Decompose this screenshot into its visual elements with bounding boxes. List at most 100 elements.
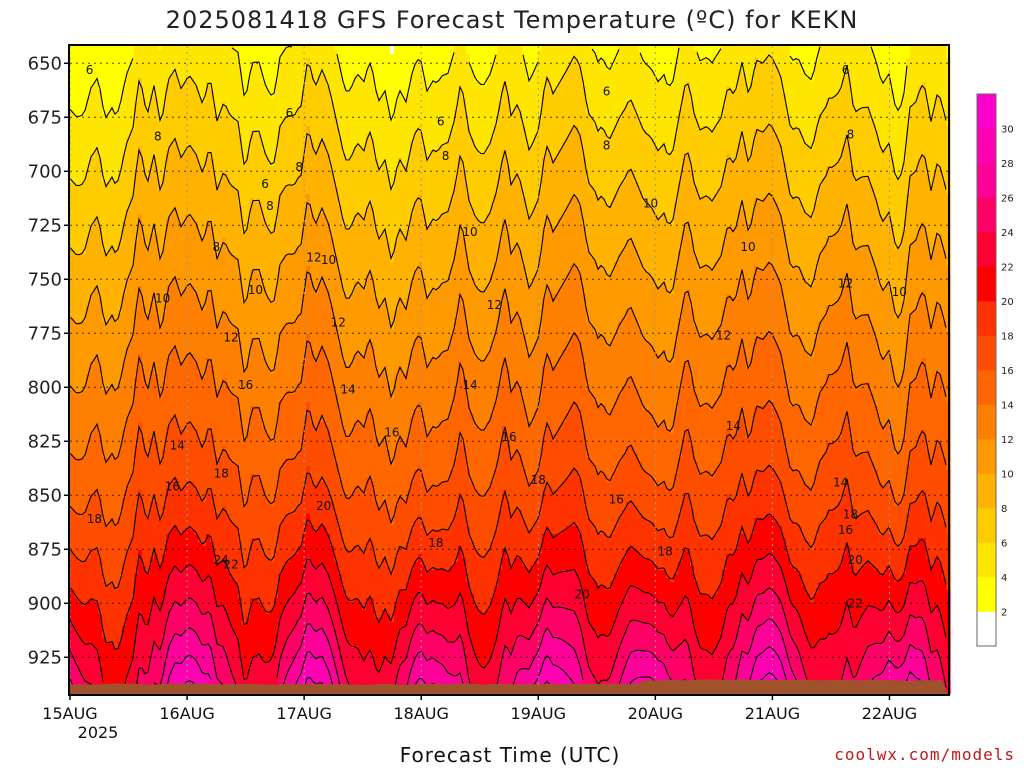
temp-band-cell [666,362,671,431]
temp-band-cell [922,154,927,223]
temp-band-cell [482,558,487,615]
contour-label: 16 [609,493,624,507]
temp-band-cell [106,526,111,587]
temp-band-cell [350,154,355,227]
temp-band-cell [594,46,599,55]
temp-band-cell [798,130,803,203]
temp-band-cell [822,454,827,523]
temp-band-cell [314,154,319,223]
temp-band-cell [714,534,719,595]
temp-band-cell [214,254,219,323]
temp-band-cell [174,478,179,527]
temp-band-cell [394,506,399,559]
temp-band-cell [462,558,467,607]
temp-band-cell [510,566,515,611]
temp-band-cell [782,370,787,439]
temp-band-cell [110,582,115,643]
temp-band-cell [698,594,703,647]
temp-band-cell [770,58,775,127]
temp-band-cell [318,214,323,283]
temp-band-cell [498,382,503,451]
temp-band-cell [418,514,423,555]
temp-band-cell [150,558,155,607]
temp-band-cell [650,478,655,523]
temp-band-cell [754,266,759,339]
temp-band-cell [126,486,131,551]
temp-band-cell [290,514,295,559]
temp-band-cell [146,574,151,627]
temp-band-cell [270,374,275,443]
temp-band-cell [410,46,415,75]
temp-band-cell [398,630,403,667]
temp-band-cell [882,46,887,83]
temp-band-cell [202,582,207,615]
contour-label: 14 [726,419,741,433]
temp-band-cell [186,654,191,683]
temp-band-cell [786,658,791,687]
temp-band-cell [730,230,735,299]
temp-band-cell [82,514,87,563]
temp-band-cell [166,534,171,579]
temp-band-cell [402,238,407,307]
credit-text: coolwx.com/models [834,745,1015,764]
temp-band-cell [190,630,195,659]
temp-band-cell [602,586,607,635]
temp-band-cell [258,542,263,603]
temp-band-cell [910,546,915,583]
temp-band-cell [938,98,943,167]
temp-band-cell [454,458,459,515]
temp-band-cell [262,426,267,491]
temp-band-cell [214,514,219,563]
x-tick-label: 20AUG [628,704,683,723]
temp-band-cell [798,202,803,271]
temp-band-cell [210,226,215,299]
temp-band-cell [314,362,319,431]
temp-band-cell [790,130,795,199]
temp-band-cell [818,254,823,323]
temp-band-cell [674,202,679,271]
temp-band-cell [534,654,539,683]
temp-band-cell [450,470,455,523]
temp-band-cell [250,270,255,339]
temp-band-cell [762,198,767,271]
temp-band-cell [406,162,411,231]
temp-band-cell [414,130,419,203]
temp-band-cell [698,538,703,595]
temp-band-cell [590,626,595,675]
temp-band-cell [474,658,479,695]
temp-band-cell [798,46,803,63]
temp-band-cell [322,282,327,351]
temp-band-cell [586,182,591,251]
temp-band-cell [398,298,403,367]
colorbar-swatch [977,301,996,336]
temp-band-cell [666,86,671,155]
temp-band-cell [342,630,347,671]
temp-band-cell [718,118,723,191]
temp-band-cell [418,622,423,651]
temp-band-cell [182,290,187,363]
temp-band-cell [246,46,251,87]
x-tick-label: 22AUG [862,704,917,723]
temp-band-cell [866,46,871,107]
temp-band-cell [734,434,739,499]
temp-band-cell [106,586,111,643]
temp-band-cell [886,530,891,567]
temp-band-cell [506,46,511,95]
temp-band-cell [814,338,819,407]
temp-band-cell [578,342,583,411]
temp-band-cell [498,570,503,623]
temp-band-cell [138,146,143,215]
temp-band-cell [638,54,643,123]
temp-band-cell [574,526,579,575]
temp-band-cell [494,642,499,691]
temp-band-cell [70,318,75,391]
temp-band-cell [514,638,519,675]
temp-band-cell [914,446,919,503]
temp-band-cell [158,610,163,651]
temp-band-cell [450,46,455,59]
temp-band-cell [298,618,303,647]
temp-band-cell [314,430,319,487]
temp-band-cell [318,566,323,599]
temp-band-cell [842,46,847,79]
